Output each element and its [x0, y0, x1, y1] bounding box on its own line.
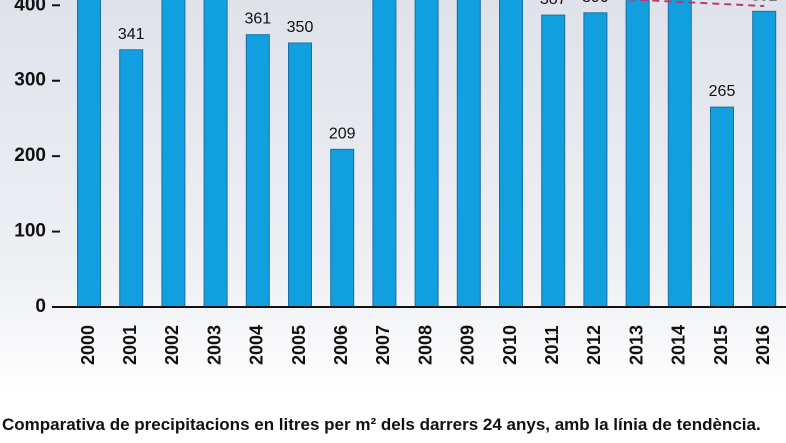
bar: [288, 42, 312, 308]
x-tick-label: 2015: [711, 325, 731, 365]
y-tick-label: 0: [35, 296, 46, 317]
bar: [245, 34, 270, 308]
bar: [667, 0, 692, 308]
x-tick-label: 2005: [289, 325, 309, 365]
x-tick-label: 2012: [584, 325, 604, 365]
y-tick-label: 300: [14, 70, 46, 91]
value-label: 209: [329, 125, 356, 142]
bar: [541, 14, 566, 308]
x-tick-label: 2007: [373, 325, 393, 365]
x-tick-label: 2006: [331, 325, 351, 365]
x-tick-label: 2009: [458, 325, 478, 365]
bar: [625, 0, 650, 308]
bar: [456, 0, 481, 308]
bar: [161, 0, 186, 308]
bar: [372, 0, 397, 308]
x-tick-label: 2001: [120, 325, 140, 365]
x-tick-label: 2014: [669, 325, 689, 365]
x-tick-label: 2000: [78, 325, 98, 365]
bar: [583, 12, 608, 308]
bar: [77, 0, 101, 308]
x-tick-label: 2008: [415, 325, 435, 365]
value-label: 341: [118, 26, 145, 43]
y-tick-label: 400: [14, 0, 46, 15]
value-label: 361: [244, 11, 271, 28]
x-tick-label: 2011: [542, 325, 562, 364]
bar: [752, 10, 777, 308]
x-tick-label: 2010: [500, 325, 520, 365]
bar: [330, 148, 355, 308]
bar: [710, 106, 734, 308]
x-tick-label: 2003: [204, 325, 224, 365]
x-tick-label: 2002: [162, 325, 182, 365]
bar: [119, 49, 144, 308]
x-tick-label: 2004: [247, 325, 267, 365]
y-tick-label: 200: [14, 145, 46, 166]
value-label: 350: [287, 19, 314, 36]
y-tick-label: 100: [14, 221, 46, 242]
x-tick-label: 2016: [753, 325, 773, 365]
value-label: 392: [751, 0, 778, 4]
plot: 4403414704553613502094304454804603873904…: [77, 0, 778, 308]
caption: Comparativa de precipitacions en litres …: [2, 415, 761, 434]
bar: [499, 0, 523, 308]
bar: [414, 0, 439, 308]
value-label: 265: [709, 83, 736, 100]
bar: [203, 0, 228, 308]
value-label: 387: [540, 0, 567, 8]
value-label: 390: [582, 0, 609, 6]
x-tick-label: 2013: [626, 325, 646, 365]
